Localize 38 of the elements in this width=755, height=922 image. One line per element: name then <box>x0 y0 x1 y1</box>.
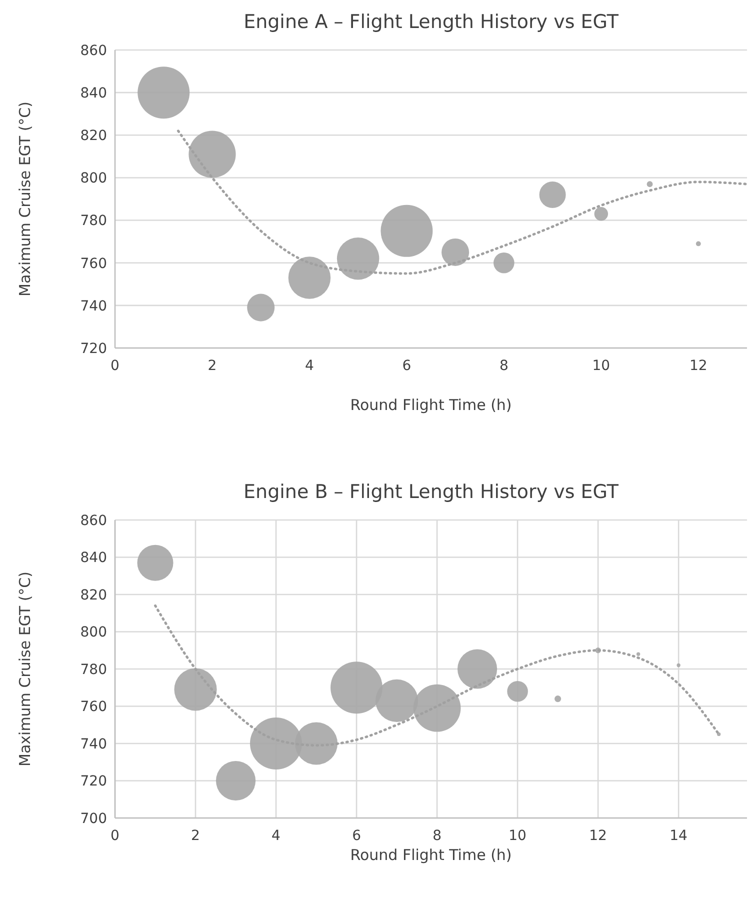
y-tick-label: 760 <box>80 699 107 716</box>
x-tick-label: 8 <box>499 358 508 374</box>
y-tick-label: 780 <box>80 213 107 230</box>
y-tick-label: 780 <box>80 662 107 678</box>
y-tick-label: 820 <box>80 128 107 144</box>
x-tick-label: 2 <box>208 358 217 374</box>
x-tick-label: 0 <box>110 828 120 844</box>
y-tick-label: 800 <box>80 624 107 641</box>
x-tick-label: 4 <box>272 828 281 844</box>
x-tick-label: 2 <box>191 828 200 844</box>
chart-title: Engine B – Flight Length History vs EGT <box>244 481 619 503</box>
x-tick-label: 6 <box>402 358 412 374</box>
y-tick-label: 820 <box>80 587 107 604</box>
y-tick-label: 700 <box>80 810 107 827</box>
x-axis-title: Round Flight Time (h) <box>350 846 512 864</box>
y-tick-label: 740 <box>80 298 107 314</box>
y-tick-label: 740 <box>80 736 107 752</box>
x-tick-label: 4 <box>305 358 314 374</box>
x-tick-label: 14 <box>670 828 688 844</box>
y-axis-title: Maximum Cruise EGT (°C) <box>16 572 34 766</box>
x-tick-label: 0 <box>110 358 120 374</box>
x-tick-label: 10 <box>508 828 526 844</box>
x-tick-label: 10 <box>592 358 610 374</box>
x-tick-label: 12 <box>589 828 607 844</box>
y-tick-label: 860 <box>80 512 107 529</box>
y-axis-title: Maximum Cruise EGT (°C) <box>16 102 34 296</box>
x-tick-label: 12 <box>689 358 708 374</box>
y-tick-label: 720 <box>80 340 107 357</box>
x-tick-label: 6 <box>352 828 362 844</box>
y-tick-label: 800 <box>80 170 107 187</box>
y-tick-label: 840 <box>80 550 107 566</box>
y-tick-label: 840 <box>80 85 107 102</box>
y-tick-label: 760 <box>80 256 107 272</box>
y-tick-label: 860 <box>80 42 107 59</box>
x-axis-title: Round Flight Time (h) <box>350 396 512 414</box>
chart-title: Engine A – Flight Length History vs EGT <box>244 11 619 33</box>
y-tick-label: 720 <box>80 774 107 790</box>
x-tick-label: 8 <box>432 828 442 844</box>
